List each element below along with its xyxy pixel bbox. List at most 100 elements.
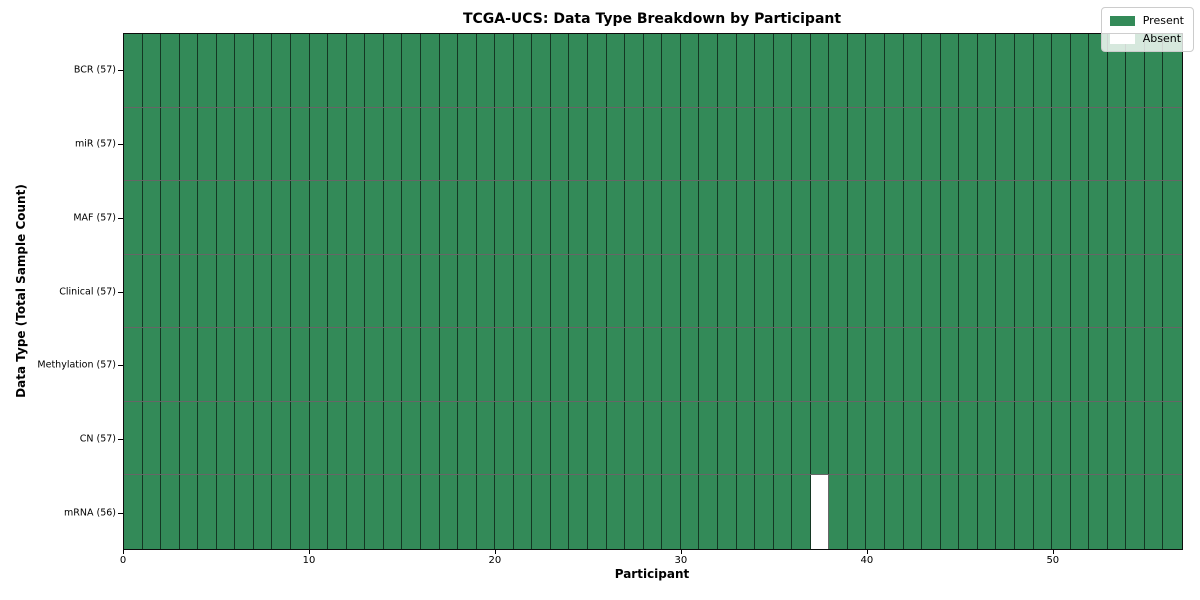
x-tick-mark: [308, 550, 310, 554]
heatmap-cell-present: [625, 181, 644, 254]
heatmap-cell-present: [569, 254, 589, 328]
heatmap-cell-present: [253, 475, 273, 549]
heatmap-cell-present: [383, 328, 403, 401]
heatmap-cell-present: [476, 107, 496, 181]
heatmap-cell-present: [680, 107, 700, 181]
heatmap-cell-present: [142, 401, 162, 475]
heatmap-cell-present: [588, 181, 607, 254]
heatmap-cell-present: [495, 181, 514, 254]
heatmap-cell-present: [1126, 181, 1145, 254]
heatmap-row-mir: [124, 107, 1182, 182]
heatmap-cell-present: [680, 181, 700, 254]
heatmap-cell-present: [662, 401, 681, 475]
heatmap-cell-present: [1052, 401, 1071, 475]
heatmap-cell-present: [179, 107, 199, 181]
heatmap-cell-present: [996, 254, 1015, 328]
heatmap-cell-present: [458, 401, 477, 475]
heatmap-cell-present: [1144, 254, 1164, 328]
heatmap-cell-present: [439, 181, 459, 254]
heatmap-cell-present: [1033, 254, 1053, 328]
heatmap-cell-present: [458, 254, 477, 328]
y-tick-mark: [118, 69, 123, 71]
heatmap-cell-present: [755, 34, 774, 107]
heatmap-cell-present: [1070, 107, 1090, 181]
heatmap-cell-present: [792, 34, 811, 107]
heatmap-cell-present: [179, 475, 199, 549]
heatmap-cell-present: [810, 328, 830, 401]
heatmap-cell-present: [625, 401, 644, 475]
heatmap-cell-present: [402, 107, 421, 181]
heatmap-cell-present: [513, 254, 533, 328]
heatmap-cell-present: [903, 328, 923, 401]
heatmap-cell-present: [495, 475, 514, 549]
heatmap-cell-present: [847, 34, 867, 107]
heatmap-cell-present: [235, 181, 254, 254]
heatmap-cell-present: [309, 107, 329, 181]
heatmap-cell-present: [291, 475, 310, 549]
heatmap-cell-present: [866, 181, 886, 254]
heatmap-cell-present: [476, 328, 496, 401]
legend-label-present: Present: [1142, 14, 1184, 27]
heatmap-cell-present: [1052, 475, 1071, 549]
heatmap-cell-present: [885, 475, 904, 549]
heatmap-cell-present: [959, 401, 978, 475]
heatmap-cell-present: [996, 328, 1015, 401]
heatmap-cell-present: [1033, 34, 1053, 107]
x-tick-label: 10: [302, 555, 316, 566]
heatmap-cell-present: [346, 181, 366, 254]
heatmap-cell-present: [383, 254, 403, 328]
heatmap-cell-present: [996, 181, 1015, 254]
heatmap-cell-present: [476, 475, 496, 549]
heatmap-cell-present: [550, 401, 570, 475]
heatmap-cell-present: [235, 328, 254, 401]
heatmap-cell-present: [885, 107, 904, 181]
heatmap-cell-present: [773, 475, 793, 549]
heatmap-cell-present: [792, 328, 811, 401]
heatmap-cell-present: [420, 401, 440, 475]
heatmap-cell-present: [1163, 34, 1182, 107]
heatmap-cell-present: [885, 254, 904, 328]
heatmap-cell-present: [1089, 107, 1108, 181]
heatmap-cell-present: [829, 328, 848, 401]
heatmap-cell-present: [1070, 328, 1090, 401]
heatmap-cell-present: [328, 34, 347, 107]
heatmap-cell-present: [420, 34, 440, 107]
heatmap-cell-present: [1070, 254, 1090, 328]
heatmap-cell-present: [773, 328, 793, 401]
heatmap-cell-present: [643, 107, 663, 181]
heatmap-cell-present: [309, 34, 329, 107]
heatmap-cell-present: [773, 34, 793, 107]
heatmap-cell-present: [328, 254, 347, 328]
heatmap-cell-present: [736, 254, 756, 328]
heatmap-cell-present: [328, 401, 347, 475]
heatmap-cell-present: [216, 107, 236, 181]
heatmap-cell-present: [513, 475, 533, 549]
heatmap-cell-present: [662, 328, 681, 401]
plot-area: [123, 33, 1183, 550]
heatmap-cell-present: [736, 475, 756, 549]
heatmap-cell-present: [588, 328, 607, 401]
heatmap-cell-present: [717, 475, 737, 549]
heatmap-cell-present: [179, 181, 199, 254]
heatmap-cell-present: [625, 34, 644, 107]
heatmap-cell-present: [903, 107, 923, 181]
heatmap-cell-present: [124, 254, 143, 328]
heatmap-cell-present: [940, 328, 960, 401]
heatmap-cell-present: [1070, 34, 1090, 107]
heatmap-cell-present: [588, 107, 607, 181]
heatmap-cell-present: [755, 107, 774, 181]
heatmap-row-cn: [124, 401, 1182, 476]
heatmap-cell-present: [124, 107, 143, 181]
heatmap-cell-present: [717, 328, 737, 401]
heatmap-cell-present: [829, 34, 848, 107]
heatmap-cell-present: [569, 107, 589, 181]
heatmap-cell-present: [235, 401, 254, 475]
heatmap-cell-present: [458, 475, 477, 549]
heatmap-cell-present: [847, 328, 867, 401]
heatmap-cell-present: [810, 34, 830, 107]
x-tick-mark: [123, 550, 124, 554]
heatmap-cell-present: [1126, 328, 1145, 401]
heatmap-cell-present: [903, 254, 923, 328]
heatmap-cell-present: [625, 328, 644, 401]
